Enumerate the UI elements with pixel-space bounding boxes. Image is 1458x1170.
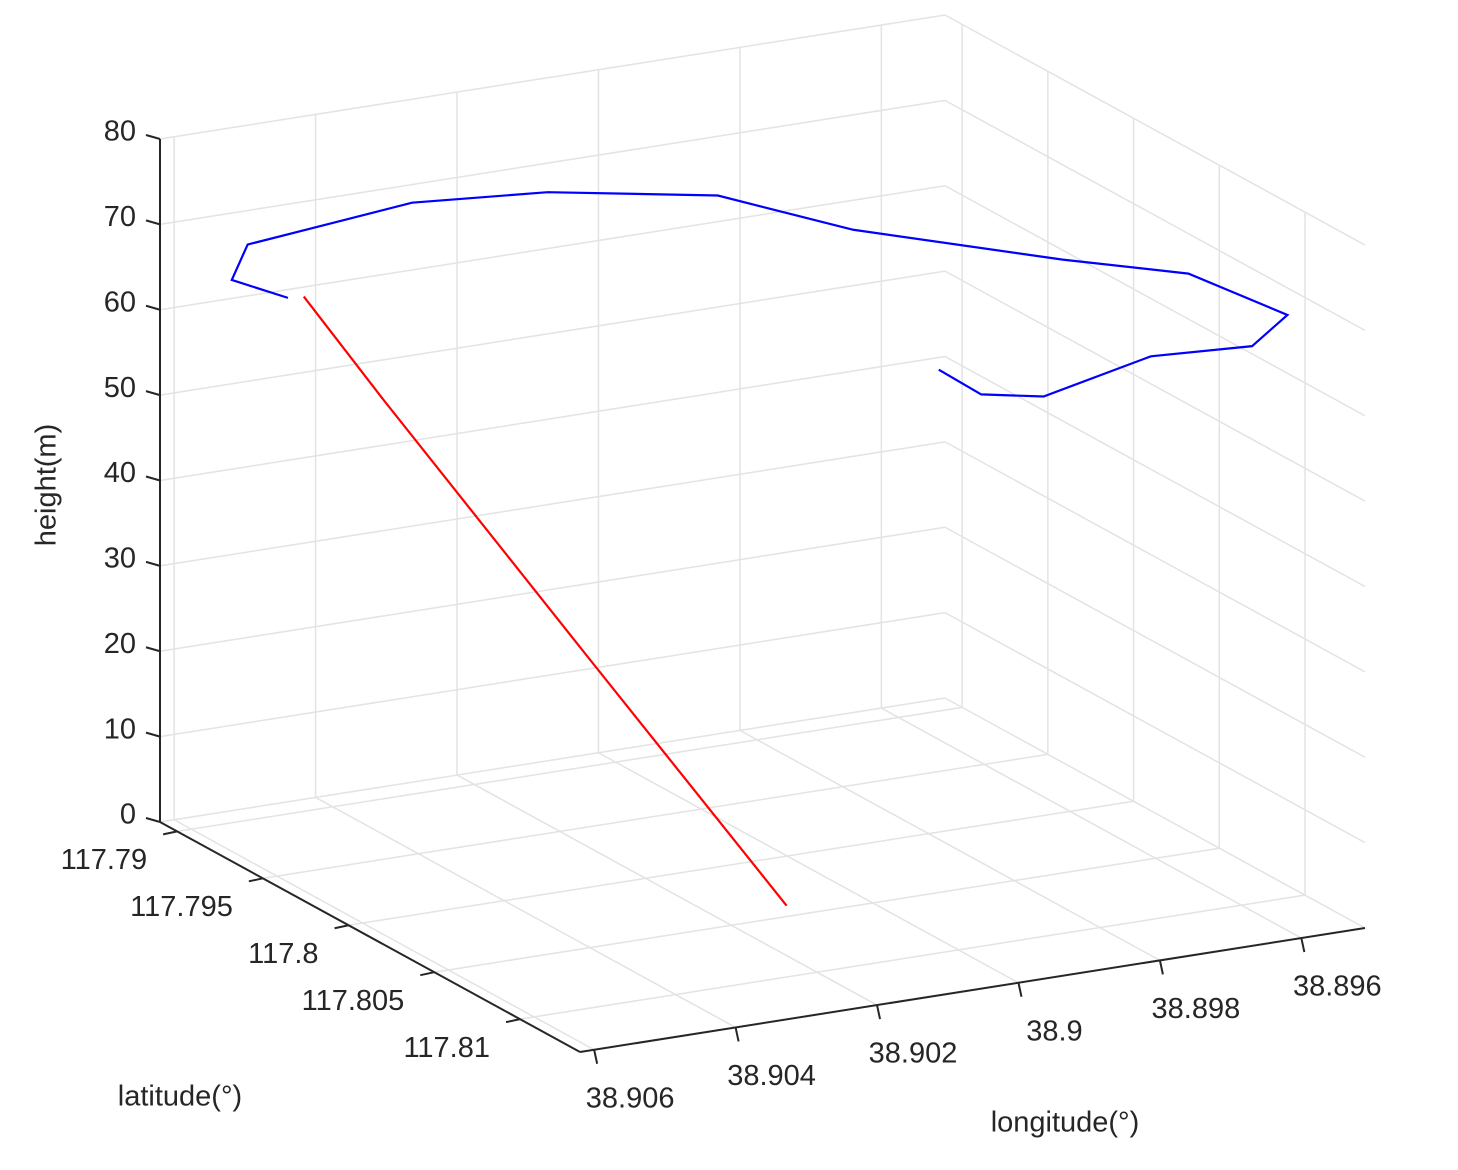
grid-line (173, 819, 595, 1051)
y-axis (579, 927, 1366, 1053)
z-tick (145, 390, 161, 397)
y-tick-label: 38.9 (1026, 1015, 1082, 1047)
z-tick-label: 40 (104, 457, 136, 489)
y-tick-label: 38.904 (727, 1060, 816, 1092)
grid-line (177, 706, 963, 833)
z-tick-label: 50 (104, 372, 136, 404)
grid-line (159, 441, 946, 567)
x-tick-label: 117.81 (403, 1032, 490, 1064)
z-tick-label: 70 (104, 201, 136, 233)
y-tick (593, 1049, 599, 1064)
z-tick (145, 475, 161, 482)
axes: 0 10 20 30 40 50 60 70 80 117.79 117.795 117.8 117.8… (61, 116, 1382, 1115)
grid-line (944, 270, 1366, 502)
z-tick-label: 80 (104, 116, 136, 148)
grid-line (315, 796, 736, 1029)
y-tick (734, 1027, 740, 1042)
x-tick-label: 117.79 (61, 844, 148, 876)
grid (159, 14, 1366, 1051)
z-tick-label: 0 (120, 799, 136, 831)
z-tick-label: 30 (104, 543, 136, 575)
grid-line (944, 14, 1366, 246)
grid-line (944, 355, 1366, 588)
x-tick (162, 830, 178, 836)
x-tick (248, 877, 264, 883)
x-axis (159, 821, 581, 1053)
grid-line (944, 99, 1366, 332)
grid-line (944, 526, 1366, 758)
x-axis-label: latitude(°) (118, 1081, 242, 1113)
y-tick (876, 1004, 882, 1020)
grid-line (159, 611, 946, 738)
grid-line (159, 99, 946, 226)
x-tick (420, 971, 435, 977)
z-tick (145, 560, 161, 567)
z-tick (145, 646, 161, 653)
grid-line (159, 185, 946, 311)
z-tick (145, 304, 161, 311)
grid-line (262, 753, 1048, 880)
z-axis-label: height(m) (31, 424, 63, 547)
trajectory (302, 295, 788, 907)
marks (230, 191, 1290, 907)
y-tick (1158, 960, 1164, 975)
x-tick (334, 924, 349, 930)
grid-line (348, 800, 1134, 927)
z-tick (145, 219, 161, 226)
grid-line (598, 752, 1019, 984)
grid-line (944, 697, 1366, 929)
grid-line (159, 270, 946, 396)
grid-line (159, 355, 946, 482)
grid-line (434, 847, 1220, 973)
z-tick-label: 60 (104, 286, 136, 318)
y-axis-label: longitude(°) (991, 1107, 1140, 1139)
z-tick-label: 20 (104, 628, 136, 660)
y-tick-label: 38.896 (1293, 971, 1382, 1003)
z-tick-label: 10 (104, 713, 136, 745)
grid-line (944, 611, 1366, 844)
grid-line (159, 526, 946, 652)
x-tick-label: 117.8 (248, 938, 318, 970)
grid-line (880, 707, 1302, 939)
grid-line (159, 14, 946, 140)
z-tick (145, 134, 161, 140)
y-tick (1017, 982, 1023, 997)
x-tick-label: 117.795 (130, 891, 233, 923)
grid-line (159, 697, 946, 823)
y-tick-label: 38.906 (586, 1082, 675, 1114)
grid-line (944, 185, 1366, 417)
z-tick (145, 731, 161, 738)
trajectory (230, 191, 1290, 398)
y-tick (1300, 937, 1306, 953)
y-tick-label: 38.898 (1152, 993, 1241, 1025)
x-tick-label: 117.805 (302, 985, 405, 1017)
y-tick-label: 38.902 (869, 1038, 958, 1070)
grid-line (456, 774, 878, 1006)
z-tick (145, 817, 161, 823)
grid-line (519, 894, 1306, 1020)
grid-line (739, 729, 1161, 962)
grid-line (944, 441, 1366, 673)
x-tick (505, 1018, 521, 1024)
